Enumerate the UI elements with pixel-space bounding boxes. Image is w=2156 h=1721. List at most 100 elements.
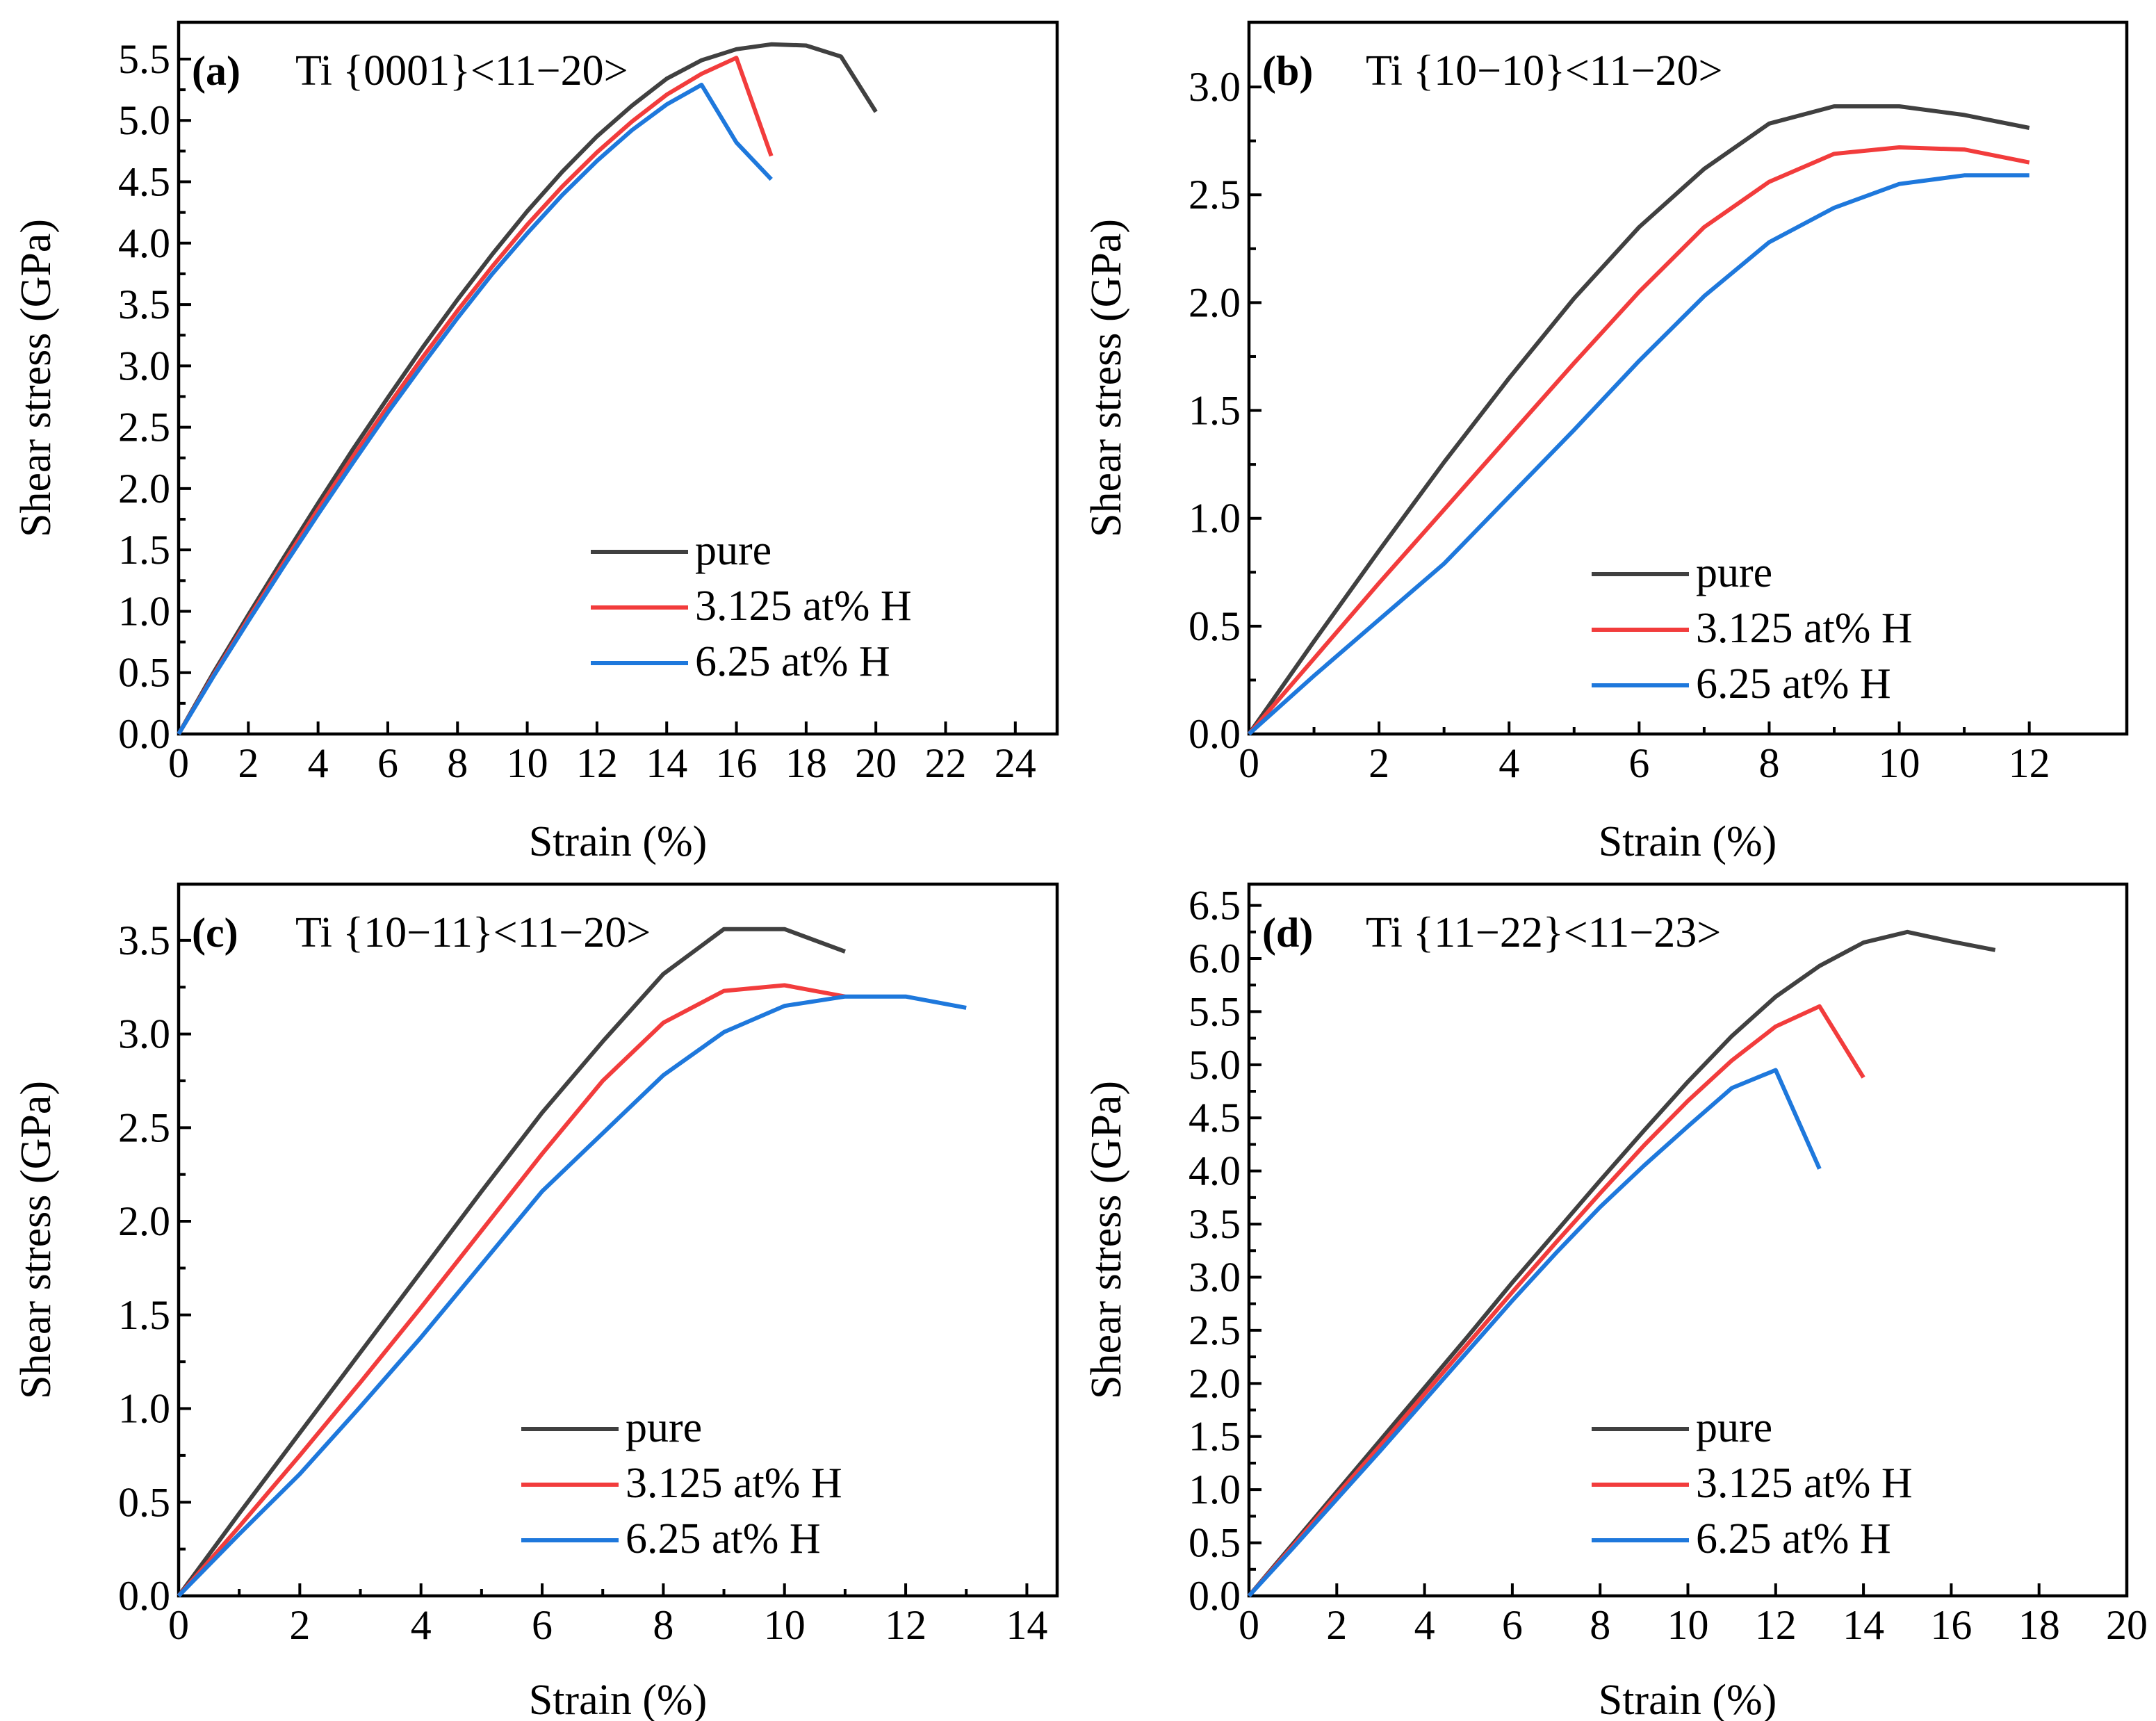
x-tick-label: 20 [855,740,897,786]
x-tick-label: 6 [377,740,398,786]
x-tick-label: 6 [1628,740,1649,786]
y-tick-label: 5.5 [118,36,170,82]
panel-d: 0 2 4 6 8 10 12 14 16 18 20 0.0 0.5 1.0 1.5 2.0 2.5 3.0 3… [1083,883,2148,1721]
x-tick-label: 8 [1590,1602,1610,1648]
y-tick-label: 6.5 [1189,883,1241,929]
series-line-h3125 [177,983,846,1597]
series-line-h625 [177,994,967,1598]
legend-label-625: 6.25 at% H [626,1515,821,1563]
y-tick-label: 2.0 [118,466,170,512]
series-line-pure [177,42,878,735]
y-axis-title: Shear stress (GPa) [13,1081,60,1399]
x-axis-title: Strain (%) [529,1677,708,1721]
y-tick-label: 0.0 [118,1573,170,1619]
legend-label-625: 6.25 at% H [1696,660,1891,708]
x-tick-label: 14 [646,740,687,786]
y-tick-label: 1.0 [118,1386,170,1432]
x-tick-label: 8 [1758,740,1779,786]
panel-a: 0 2 4 6 8 10 12 14 16 18 20 22 24 0.00.51.01.52.02.5… [13,20,1059,865]
x-tick-label: 12 [2009,740,2050,786]
x-ticks: 0 2 4 6 8 10 12 14 16 18 20 [1239,1583,2148,1648]
x-tick-label: 18 [785,740,827,786]
plot-frame [177,20,1059,736]
x-tick-label: 16 [1930,1602,1972,1648]
y-tick-label: 3.0 [118,1011,170,1057]
y-tick-label: 3.0 [1189,64,1241,110]
panel-label: (b) [1262,48,1313,94]
y-axis-title: Shear stress (GPa) [13,219,60,537]
y-tick-label: 1.5 [118,527,170,573]
panel-title: Ti {0001}<11−20> [295,47,628,95]
y-tick-label: 3.5 [118,282,170,327]
x-tick-label: 0 [168,740,189,786]
series-line-h625 [177,83,773,735]
y-tick-label: 2.0 [118,1198,170,1244]
series-lines [1247,929,1996,1598]
y-tick-label: 6.0 [1189,936,1241,981]
x-axis-title: Strain (%) [1599,1677,1777,1721]
panel-title: Ti {10−10}<11−20> [1366,47,1723,95]
series-lines [177,42,878,735]
y-tick-label: 4.5 [118,159,170,205]
series-line-h3125 [1247,145,2030,735]
x-tick-label: 4 [308,740,329,786]
x-tick-label: 6 [1502,1602,1523,1648]
y-tick-label: 1.5 [1189,388,1241,434]
y-tick-label: 2.0 [1189,279,1241,325]
x-tick-label: 0 [1239,740,1259,786]
x-tick-label: 18 [2018,1602,2060,1648]
x-tick-label: 10 [1879,740,1920,786]
x-tick-label: 4 [1498,740,1519,786]
panel-title: Ti {11−22}<11−23> [1366,909,1721,956]
panel-label: (a) [192,48,240,94]
series-line-pure [177,927,846,1597]
legend: pure 3.125 at% H 6.25 at% H [521,1404,842,1563]
y-tick-label: 0.0 [118,711,170,757]
x-ticks: 0 2 4 6 8 10 12 14 16 18 20 22 24 [168,721,1036,786]
y-tick-label: 1.0 [1189,1467,1241,1512]
x-tick-label: 12 [885,1602,926,1648]
y-tick-label: 2.5 [118,405,170,450]
y-tick-label: 4.0 [118,220,170,266]
y-ticks: 0.0 0.5 1.0 1.5 2.0 2.5 3.0 3.5 4.0 4.5 5.0 5.5 6.0 6… [1189,883,1261,1619]
y-axis-title: Shear stress (GPa) [1083,219,1130,537]
y-tick-label: 0.5 [1189,603,1241,649]
y-tick-label: 2.5 [118,1104,170,1150]
plot-frame [1247,20,2129,736]
legend-label-pure: pure [1696,1404,1772,1451]
series-line-h625 [1247,1068,1822,1598]
x-tick-label: 24 [995,740,1036,786]
panel-c: 0 2 4 6 8 10 12 14 0.0 0.5 1.0 1.5 2.0 2.5 3.0 3.5 (c)… [13,882,1059,1721]
y-tick-label: 0.5 [1189,1520,1241,1566]
legend-label-3125: 3.125 at% H [626,1460,842,1507]
series-line-h3125 [1247,1004,1865,1597]
x-tick-label: 16 [716,740,758,786]
x-tick-label: 0 [1239,1602,1259,1648]
y-tick-label: 5.0 [1189,1042,1241,1088]
y-tick-label: 4.0 [1189,1148,1241,1194]
legend-label-pure: pure [1696,549,1772,596]
y-tick-label: 0.5 [118,1479,170,1525]
y-tick-label: 1.0 [118,588,170,634]
y-tick-label: 0.5 [118,650,170,696]
x-tick-label: 22 [924,740,966,786]
panel-b: 0 2 4 6 8 10 12 0.0 0.5 1.0 1.5 2.0 2.5 3.0 (b) Ti {… [1083,20,2129,865]
y-tick-label: 0.0 [1189,711,1241,757]
y-tick-label: 3.0 [118,343,170,389]
x-tick-label: 20 [2106,1602,2148,1648]
legend-label-625: 6.25 at% H [1696,1515,1891,1563]
series-line-h3125 [177,56,774,735]
x-tick-label: 14 [1843,1602,1884,1648]
x-tick-label: 4 [1414,1602,1435,1648]
y-ticks: 0.0 0.5 1.0 1.5 2.0 2.5 3.0 [1189,64,1261,757]
legend-label-3125: 3.125 at% H [1696,605,1913,652]
y-tick-label: 1.5 [1189,1414,1241,1460]
x-tick-label: 10 [507,740,548,786]
x-tick-label: 2 [289,1602,310,1648]
y-tick-label: 2.5 [1189,1307,1241,1353]
x-tick-label: 2 [1326,1602,1347,1648]
x-tick-label: 4 [411,1602,432,1648]
y-tick-label: 2.0 [1189,1360,1241,1406]
y-tick-label: 1.5 [118,1292,170,1338]
